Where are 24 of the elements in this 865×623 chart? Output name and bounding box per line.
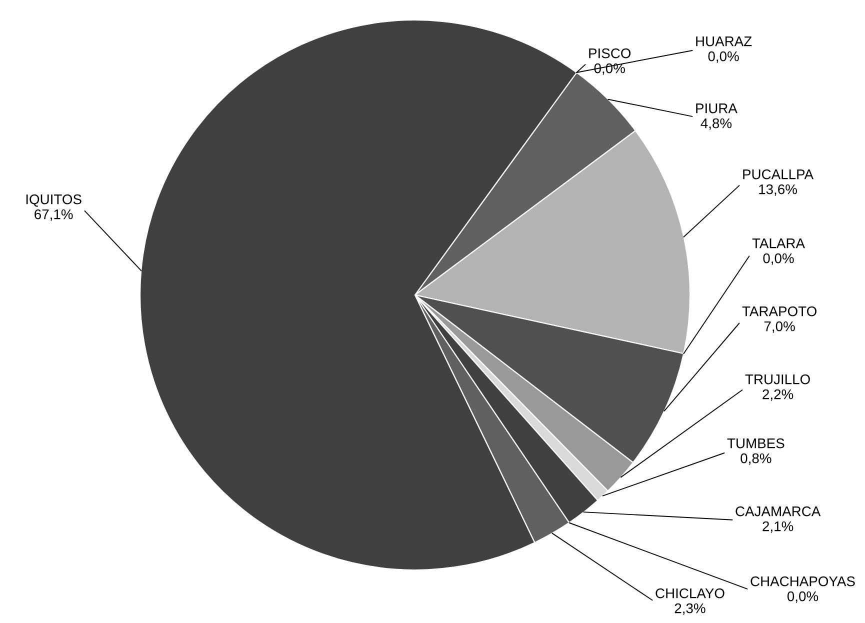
- slice-label: CAJAMARCA: [736, 506, 821, 516]
- category-label: CHACHAPOYAS: [750, 576, 855, 586]
- data-label: 4,8%: [700, 118, 732, 130]
- text: 0,0%: [787, 591, 818, 603]
- text: 0,0%: [763, 253, 794, 265]
- data-label: 7,0%: [764, 321, 795, 333]
- category-label: HUARAZ: [696, 36, 752, 46]
- data-label: 13,6%: [759, 184, 797, 196]
- text: 0,0%: [594, 63, 625, 75]
- slice-label: PUCALLPA: [743, 169, 814, 180]
- category-label: TALARA: [752, 238, 805, 248]
- slice-label: TRUJILLO: [745, 374, 810, 384]
- data-label: 67,1%: [34, 209, 73, 221]
- data-label: 2,2%: [762, 389, 794, 401]
- data-label: 2,1%: [762, 521, 794, 533]
- data-label: 0,8%: [740, 453, 772, 465]
- category-label: PISCO: [589, 48, 631, 58]
- text: 0,0%: [708, 51, 739, 63]
- slice-label: PIURA: [696, 104, 738, 114]
- slice-label: CHICLAYO: [656, 588, 724, 598]
- slice-label: IQUITOS: [26, 194, 82, 207]
- data-label: 2,3%: [674, 603, 706, 615]
- slice-label: TARAPOTO: [742, 306, 816, 316]
- slice-label: TUMBES: [727, 438, 784, 448]
